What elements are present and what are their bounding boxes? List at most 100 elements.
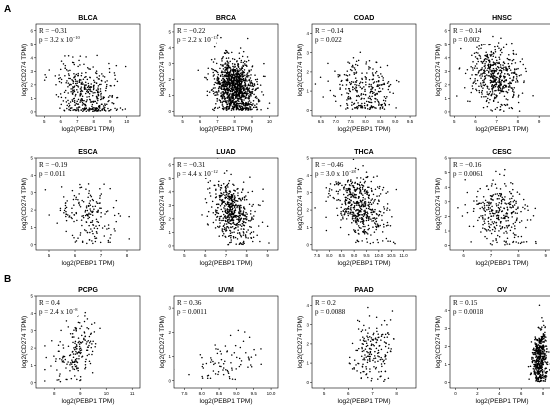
data-point	[219, 222, 221, 224]
data-point	[507, 82, 510, 85]
data-point	[483, 96, 485, 98]
data-point	[217, 348, 219, 350]
data-point	[67, 82, 70, 84]
data-point	[359, 184, 361, 187]
data-point	[351, 69, 353, 72]
data-point	[372, 202, 375, 204]
data-point	[68, 74, 70, 77]
data-point	[537, 363, 539, 365]
data-point	[512, 232, 515, 234]
y-tick-label: 2	[168, 77, 171, 82]
data-point	[235, 93, 237, 95]
data-point	[475, 63, 478, 65]
data-point	[488, 101, 490, 104]
data-point	[55, 358, 57, 360]
data-point	[230, 96, 233, 98]
data-point	[365, 81, 367, 83]
data-point	[372, 211, 374, 214]
data-point	[211, 200, 214, 203]
y-tick-label: 2	[306, 208, 309, 213]
data-point	[364, 201, 367, 203]
data-point	[355, 71, 358, 73]
data-point	[224, 74, 227, 76]
data-point	[366, 72, 368, 74]
data-point	[478, 85, 480, 87]
data-point	[363, 324, 365, 327]
data-point	[231, 367, 233, 369]
data-point	[365, 84, 367, 86]
data-point	[96, 202, 99, 204]
data-point	[232, 70, 235, 72]
data-point	[502, 46, 505, 48]
data-point	[502, 87, 504, 90]
data-point	[489, 91, 492, 93]
data-point	[487, 94, 490, 96]
data-point	[356, 218, 359, 220]
data-point	[225, 109, 227, 111]
data-point	[495, 70, 497, 72]
data-point	[499, 106, 502, 108]
data-point	[60, 186, 63, 188]
data-point	[228, 218, 230, 220]
data-point	[231, 107, 233, 110]
data-point	[101, 103, 103, 105]
data-point	[254, 354, 257, 356]
data-point	[362, 343, 365, 346]
data-point	[68, 108, 70, 111]
data-point	[483, 75, 486, 78]
data-point	[368, 79, 371, 81]
data-point	[234, 68, 236, 71]
data-point	[375, 61, 378, 64]
data-point	[325, 186, 328, 189]
data-point	[365, 171, 368, 173]
data-point	[92, 232, 94, 235]
data-point	[231, 90, 234, 93]
data-point	[93, 79, 95, 82]
data-point	[498, 47, 500, 49]
data-point	[76, 85, 79, 87]
data-point	[497, 216, 500, 219]
data-point	[504, 196, 506, 198]
data-point	[489, 226, 491, 229]
data-point	[470, 91, 472, 94]
x-tick-label: 10.0	[267, 391, 276, 396]
data-point	[356, 95, 358, 98]
data-point	[76, 107, 78, 109]
data-point	[494, 45, 496, 48]
data-point	[389, 91, 391, 93]
data-point	[512, 195, 514, 197]
data-point	[85, 213, 88, 216]
data-point	[244, 331, 246, 333]
data-point	[228, 192, 230, 195]
y-tick-label: 3	[30, 328, 33, 333]
data-point	[88, 353, 90, 356]
data-point	[361, 204, 363, 206]
data-point	[210, 357, 212, 359]
y-tick-label: 4	[168, 45, 171, 50]
x-tick-label: 9	[266, 253, 269, 258]
data-point	[72, 198, 75, 201]
data-point	[228, 179, 231, 182]
data-point	[496, 106, 498, 109]
data-point	[379, 224, 381, 227]
data-point	[226, 93, 228, 96]
x-tick-label: 7	[76, 119, 79, 124]
data-point	[86, 231, 89, 234]
data-point	[225, 75, 228, 77]
data-point	[227, 370, 229, 373]
data-point	[505, 230, 507, 233]
data-point	[322, 96, 324, 98]
data-point	[239, 218, 242, 221]
data-point	[220, 79, 223, 81]
data-point	[498, 219, 500, 221]
data-point	[337, 198, 340, 201]
data-point	[541, 357, 544, 360]
data-point	[507, 86, 510, 88]
data-point	[532, 95, 534, 97]
data-point	[352, 185, 355, 187]
y-tick-label: 5	[444, 170, 447, 175]
data-point	[97, 78, 100, 80]
data-point	[73, 329, 75, 331]
data-point	[368, 327, 370, 329]
stat-p-base: p = 2.2 x 10	[177, 36, 211, 44]
